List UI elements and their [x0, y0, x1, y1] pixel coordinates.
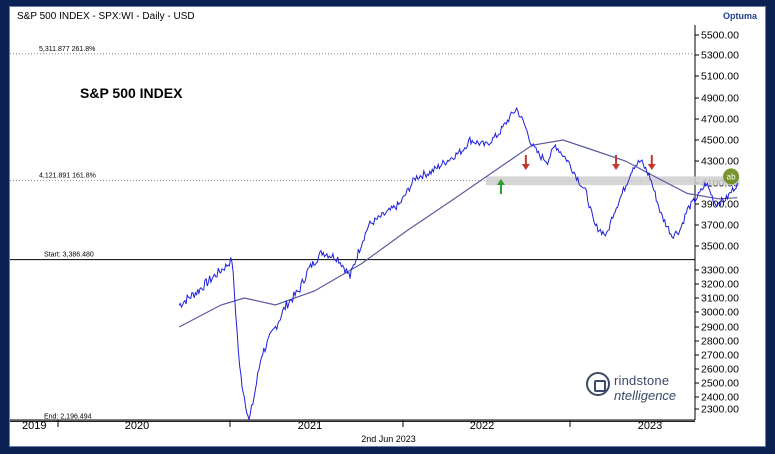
resistance-arrow-head: [612, 164, 621, 170]
breakout-marker-label: ab: [727, 172, 736, 181]
x-tick-label: 2021: [298, 420, 322, 432]
y-tick-label: 4900.00: [701, 93, 739, 105]
y-tick-label: 4300.00: [701, 156, 739, 168]
brand-logo: Optuma: [722, 11, 757, 21]
y-tick-label: 3300.00: [701, 265, 739, 277]
x-tick-label: 2023: [638, 420, 662, 432]
y-tick-label: 2300.00: [701, 404, 739, 416]
y-tick-label: 3100.00: [701, 293, 739, 305]
resistance-arrow-head: [647, 164, 656, 170]
support-arrow-head: [496, 179, 505, 185]
watermark-line2: ntelligence: [614, 388, 677, 403]
price-line: [178, 106, 738, 422]
y-tick-label: 2800.00: [701, 336, 739, 348]
chart-title: S&P 500 INDEX: [80, 85, 183, 101]
x-tick-label: 2019: [22, 420, 46, 432]
y-tick-label: 2400.00: [701, 392, 739, 404]
grindstone-logo-icon: [586, 372, 610, 396]
x-tick-label: 2020: [125, 420, 149, 432]
y-tick-label: 4500.00: [701, 135, 739, 147]
watermark-line1: rindstone: [614, 373, 670, 388]
y-tick-label: 2700.00: [701, 350, 739, 362]
y-tick-label: 5500.00: [701, 30, 739, 42]
y-tick-label: 4700.00: [701, 114, 739, 126]
level-label: Start: 3,386.480: [44, 252, 94, 259]
y-tick-label: 2500.00: [701, 378, 739, 390]
y-tick-label: 2900.00: [701, 322, 739, 334]
y-tick-label: 3500.00: [701, 241, 739, 253]
y-tick-label: 3700.00: [701, 220, 739, 232]
level-label: 5,311.877 261.8%: [39, 46, 95, 53]
price-chart[interactable]: 5500.00 5300.00 5100.00 4900.00 4700.00 4500.…: [10, 7, 767, 448]
y-tick-label: 2600.00: [701, 364, 739, 376]
resistance-arrow-head: [521, 164, 530, 170]
y-tick-label: 5300.00: [701, 50, 739, 62]
level-label: End: 2,196.494: [44, 413, 92, 420]
y-tick-label: 3200.00: [701, 279, 739, 291]
symbol-header: S&P 500 INDEX - SPX:WI - Daily - USD: [17, 11, 195, 22]
resistance-zone: [485, 176, 740, 186]
breakout-marker: [723, 168, 740, 185]
footer-date: 2nd Jun 2023: [361, 434, 416, 444]
level-label: 4,121.891 161.8%: [39, 173, 96, 180]
moving-average-line: [178, 139, 738, 328]
chart-frame: S&P 500 INDEX - SPX:WI - Daily - USD Opt…: [9, 6, 766, 447]
y-tick-label: 5100.00: [701, 71, 739, 83]
y-tick-label: 3000.00: [701, 307, 739, 319]
x-tick-label: 2022: [470, 420, 494, 432]
watermark-logo: rindstone ntelligence: [586, 372, 696, 408]
